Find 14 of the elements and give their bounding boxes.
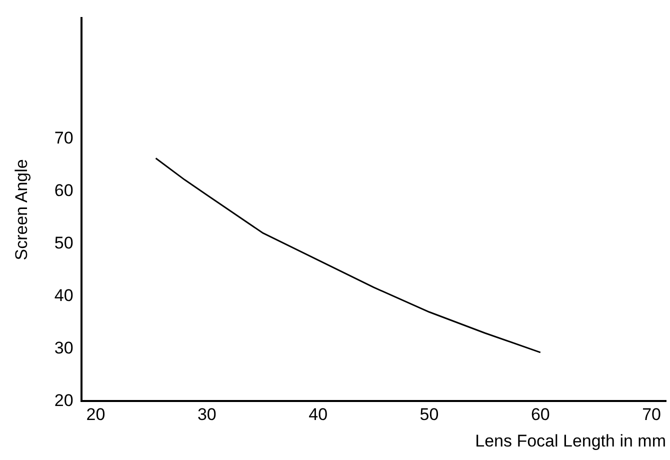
y-axis-title: Screen Angle xyxy=(12,159,31,260)
y-tick-label: 70 xyxy=(54,128,74,148)
x-tick-label: 30 xyxy=(197,405,216,424)
y-tick-label: 50 xyxy=(54,233,74,252)
y-tick-label: 60 xyxy=(54,181,74,200)
y-tick-label: 40 xyxy=(54,286,74,305)
x-axis-title: Lens Focal Length in mm xyxy=(475,431,666,450)
y-tick-label: 20 xyxy=(54,390,74,410)
x-tick-label: 60 xyxy=(530,405,550,424)
x-tick-label: 40 xyxy=(308,405,328,424)
x-tick-label: 20 xyxy=(86,405,106,424)
x-tick-label: 50 xyxy=(420,405,439,424)
x-tick-label: 70 xyxy=(642,405,662,424)
y-tick-label: 30 xyxy=(54,338,74,358)
